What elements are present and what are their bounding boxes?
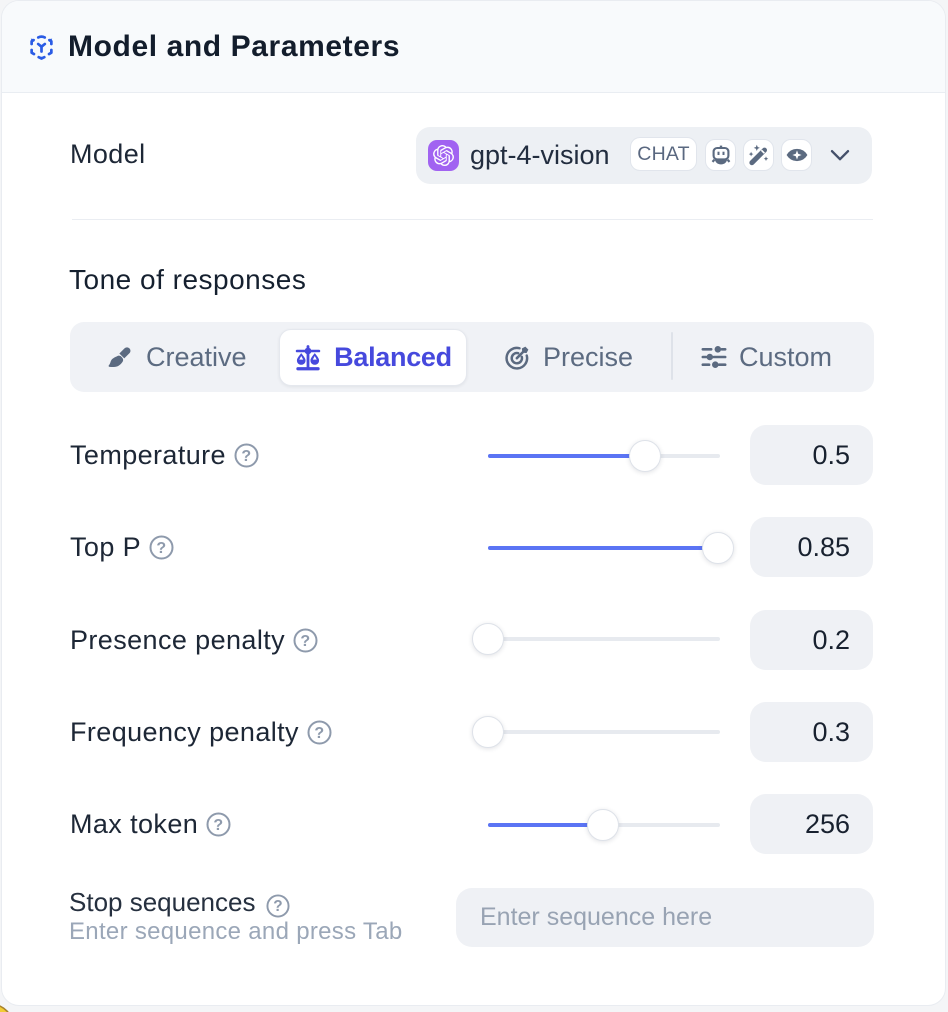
svg-text:?: ? [273, 898, 282, 915]
svg-text:?: ? [241, 447, 251, 464]
svg-text:?: ? [214, 816, 224, 833]
svg-text:?: ? [300, 632, 310, 649]
svg-text:?: ? [156, 539, 166, 556]
svg-text:?: ? [314, 724, 324, 741]
